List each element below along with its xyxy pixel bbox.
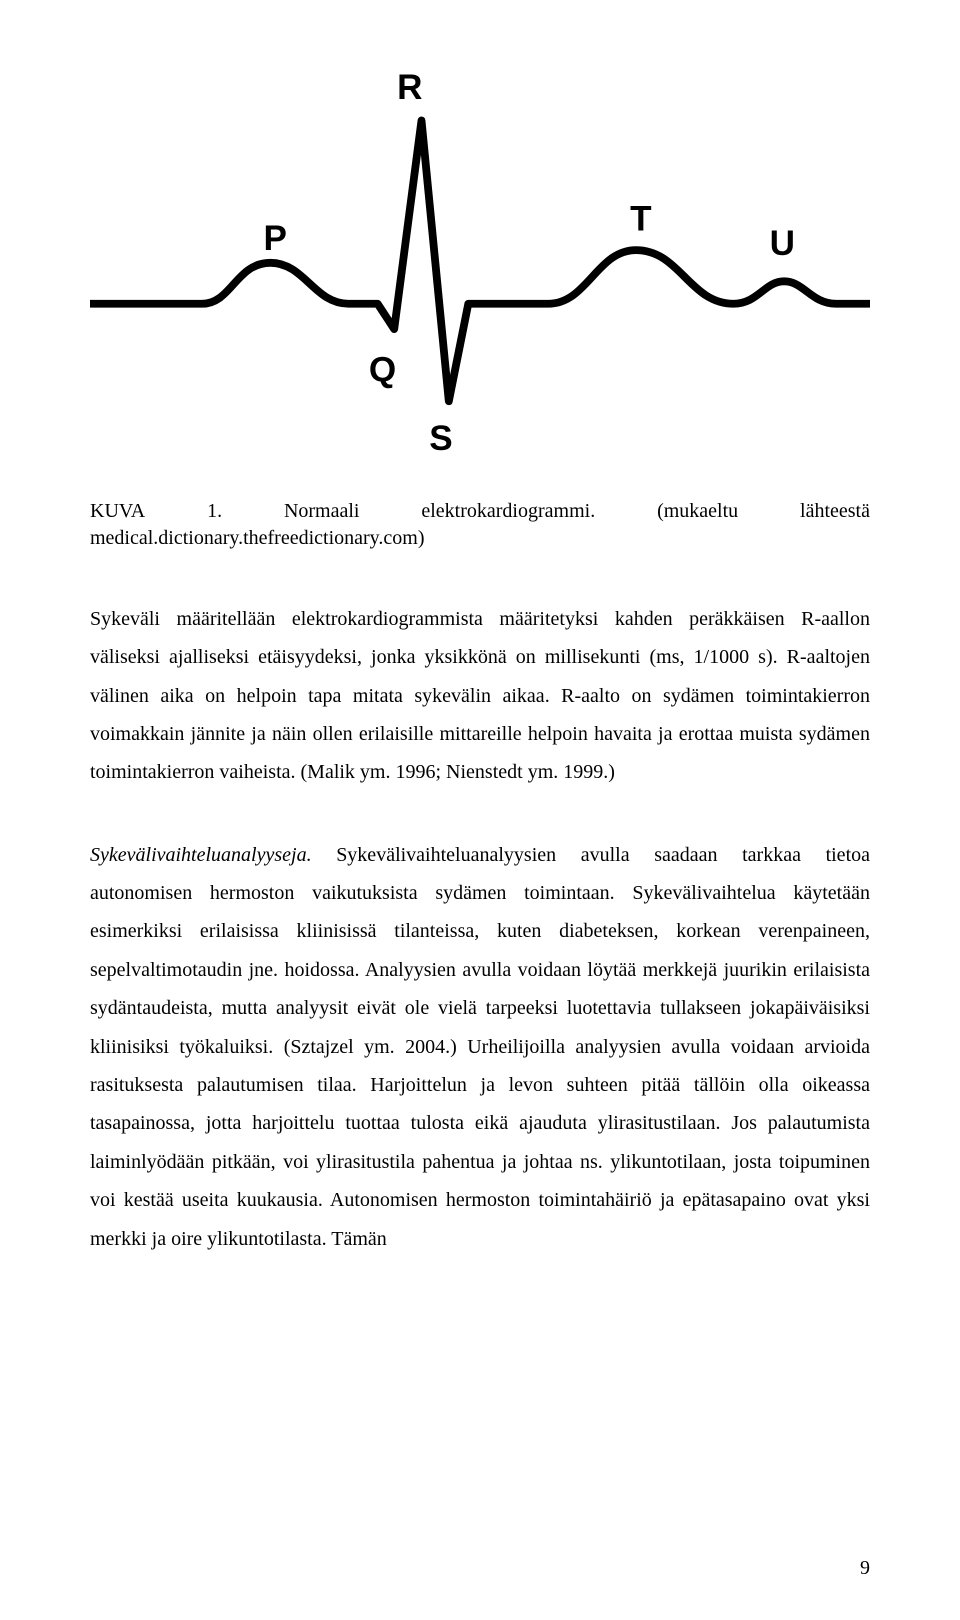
caption-word: 1. <box>207 500 222 523</box>
figure-caption-line1: KUVA 1. Normaali elektrokardiogrammi. (m… <box>90 500 870 523</box>
para2-lead-italic: Sykevälivaihteluanalyyseja. <box>90 844 312 866</box>
label-t: T <box>630 200 652 239</box>
ecg-path <box>90 120 870 401</box>
ecg-waveform: P Q R S T U <box>90 60 870 460</box>
paragraph-2: Sykevälivaihteluanalyyseja. Sykevälivaih… <box>90 836 870 1258</box>
paragraph-1: Sykeväli määritellään elektrokardiogramm… <box>90 600 870 792</box>
label-p: P <box>264 219 287 258</box>
caption-word: (mukaeltu <box>657 500 738 523</box>
caption-word: elektrokardiogrammi. <box>421 500 595 523</box>
label-r: R <box>397 68 422 107</box>
figure-caption-line2: medical.dictionary.thefreedictionary.com… <box>90 527 870 550</box>
label-q: Q <box>369 351 396 390</box>
caption-word: Normaali <box>284 500 360 523</box>
label-u: U <box>770 224 795 263</box>
caption-word: lähteestä <box>800 500 870 523</box>
page-number: 9 <box>860 1557 870 1580</box>
label-s: S <box>429 419 452 458</box>
para2-rest: Sykevälivaihteluanalyysien avulla saadaa… <box>90 844 870 1250</box>
caption-word: KUVA <box>90 500 145 523</box>
ecg-figure: P Q R S T U <box>90 60 870 460</box>
